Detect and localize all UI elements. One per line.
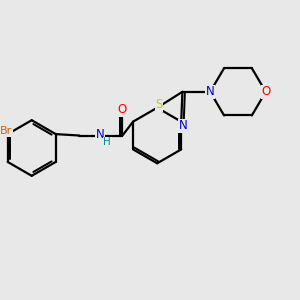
Text: H: H — [103, 137, 111, 148]
Text: N: N — [206, 85, 214, 98]
Text: N: N — [179, 119, 188, 132]
Text: O: O — [118, 103, 127, 116]
Text: O: O — [261, 85, 270, 98]
Text: Br: Br — [0, 126, 12, 136]
Text: N: N — [96, 128, 105, 141]
Text: S: S — [155, 98, 163, 111]
